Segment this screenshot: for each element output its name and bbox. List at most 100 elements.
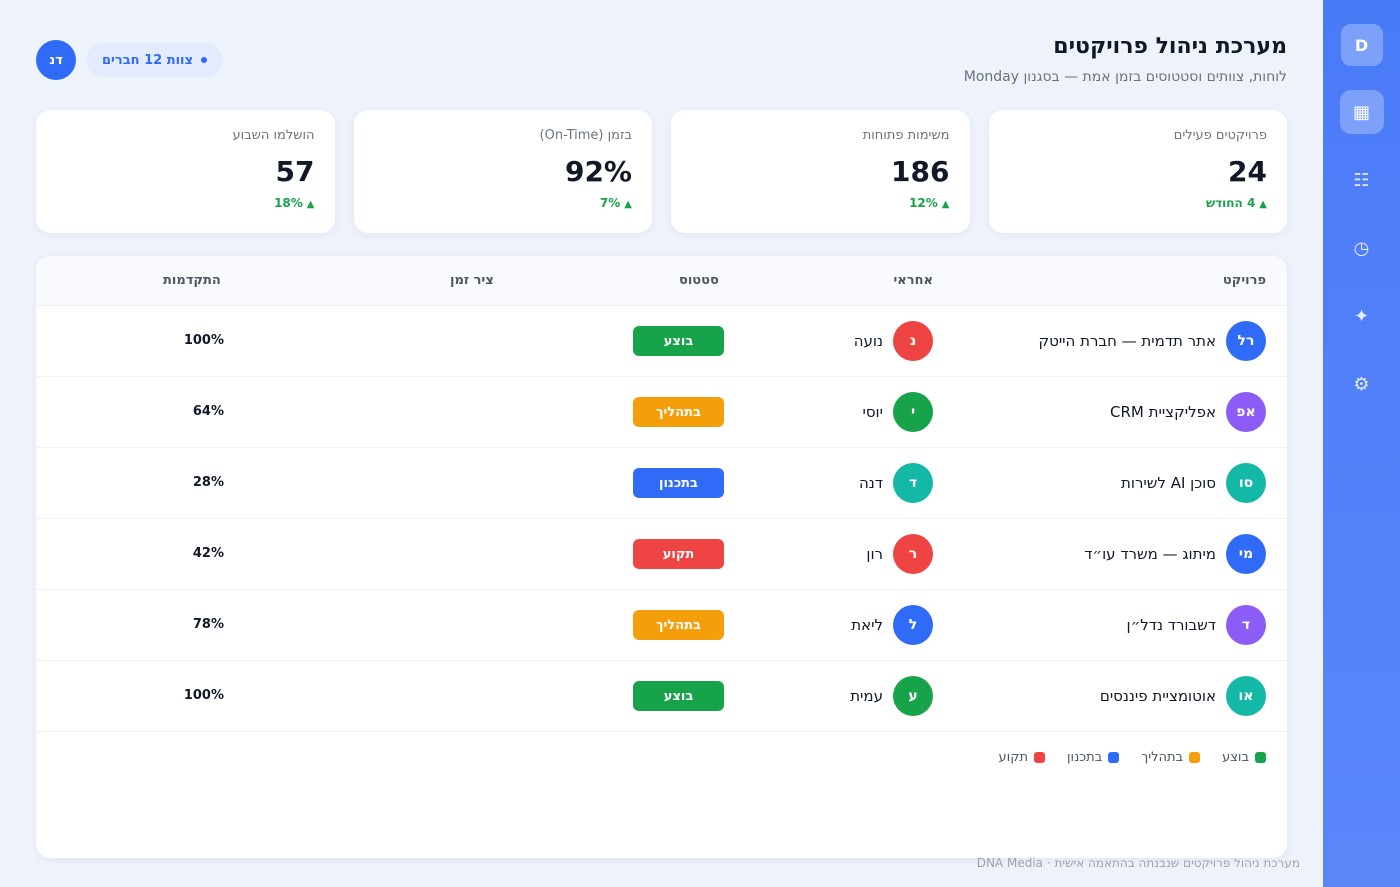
header-actions: דנ צוות 12 חברים (36, 40, 224, 80)
table-row[interactable]: אפ אפליקציית CRM י יוסי בתהליך 64% (36, 377, 1287, 448)
project-name: אוטומציית פיננסים (1099, 687, 1216, 705)
kpi-label: הושלמו השבוע (232, 128, 315, 143)
kpi-value: 24 (1228, 155, 1267, 188)
status-legend: בוצע בתהליך בתכנון תקוע (999, 750, 1266, 765)
title-block: מערכת ניהול פרויקטים לוחות, צוותים וסטטו… (964, 34, 1287, 85)
progress-value: 28% (192, 475, 224, 490)
owner-name: דנה (859, 474, 883, 492)
status-badge[interactable]: תקוע (633, 539, 724, 569)
owner-cell[interactable]: ד דנה (859, 463, 933, 503)
footer-credit: מערכת ניהול פרויקטים שנבנתה בהתאמה אישית… (976, 856, 1300, 870)
team-badge[interactable]: צוות 12 חברים (86, 43, 224, 77)
project-avatar: מי (1226, 534, 1266, 574)
kpi-label: בזמן (On-Time) (539, 128, 632, 143)
legend-swatch (1189, 752, 1201, 763)
col-timeline[interactable]: ציר זמן (450, 273, 494, 288)
col-status[interactable]: סטטוס (679, 273, 719, 288)
project-cell[interactable]: רל אתר תדמית — חברת הייטק (1038, 321, 1266, 361)
table-row[interactable]: רל אתר תדמית — חברת הייטק נ נועה בוצע 10… (36, 306, 1287, 377)
col-owner[interactable]: אחראי (893, 273, 933, 288)
project-cell[interactable]: ד דשבורד נדל״ן (1127, 605, 1266, 645)
kpi-value: 57 (275, 155, 315, 188)
owner-cell[interactable]: ע עמית (850, 676, 933, 716)
progress-value: 78% (192, 617, 224, 632)
legend-label: תקוע (998, 750, 1028, 765)
sidebar-item-list[interactable]: ☷ (1340, 158, 1384, 202)
project-avatar: או (1226, 676, 1266, 716)
table-row[interactable]: סו סוכן AI לשירות ד דנה בתכנון 28% (36, 448, 1287, 519)
timeline-cell[interactable] (276, 326, 516, 356)
project-cell[interactable]: או אוטומציית פיננסים (1100, 676, 1266, 716)
status-badge[interactable]: בתכנון (633, 468, 724, 498)
owner-name: ליאת (851, 616, 883, 634)
owner-avatar: ל (893, 605, 933, 645)
status-badge[interactable]: בוצע (633, 326, 724, 356)
project-cell[interactable]: אפ אפליקציית CRM (1110, 392, 1266, 432)
owner-avatar: נ (893, 321, 933, 361)
progress-value: 42% (192, 546, 224, 561)
sparkle-icon: ✦ (1353, 305, 1370, 327)
team-label: צוות 12 חברים (102, 52, 194, 68)
projects-table: פרויקט אחראי סטטוס ציר זמן התקדמות רל את… (36, 256, 1287, 858)
project-cell[interactable]: סו סוכן AI לשירות (1121, 463, 1266, 503)
project-avatar: אפ (1226, 392, 1266, 432)
clock-icon: ◷ (1353, 237, 1370, 259)
col-progress[interactable]: התקדמות (163, 273, 221, 288)
table-header: פרויקט אחראי סטטוס ציר זמן התקדמות (36, 256, 1287, 306)
owner-avatar: י (893, 392, 933, 432)
timeline-cell[interactable] (276, 681, 516, 711)
kpi-value: 92% (564, 155, 632, 188)
table-row[interactable]: ד דשבורד נדל״ן ל ליאת בתהליך 78% (36, 590, 1287, 661)
kpi-card-completed-week: הושלמו השבוע 57 ▲18% (36, 110, 335, 233)
project-name: סוכן AI לשירות (1121, 474, 1216, 492)
kpi-delta: ▲18% (274, 196, 315, 210)
project-avatar: רל (1226, 321, 1266, 361)
timeline-cell[interactable] (276, 468, 516, 498)
owner-cell[interactable]: ר רון (866, 534, 933, 574)
status-badge[interactable]: בוצע (633, 681, 724, 711)
sidebar-item-clock[interactable]: ◷ (1340, 226, 1384, 270)
list-icon: ☷ (1353, 169, 1370, 191)
status-badge[interactable]: בתהליך (633, 397, 724, 427)
legend-label: בתהליך (1141, 750, 1184, 765)
sidebar-item-grid[interactable]: ▦ (1339, 90, 1384, 134)
kpi-delta: ▲7% (599, 196, 632, 210)
triangle-up-icon: ▲ (624, 199, 632, 210)
owner-avatar: ד (893, 463, 933, 503)
owner-cell[interactable]: ל ליאת (851, 605, 933, 645)
owner-name: נועה (853, 332, 883, 350)
kpi-delta: ▲12% (909, 196, 950, 210)
owner-name: עמית (850, 687, 883, 705)
legend-label: בתכנון (1067, 750, 1103, 765)
table-row[interactable]: או אוטומציית פיננסים ע עמית בוצע 100% (36, 661, 1287, 732)
progress-value: 100% (183, 333, 224, 348)
timeline-cell[interactable] (276, 610, 516, 640)
triangle-up-icon: ▲ (1259, 199, 1267, 210)
legend-item: בתהליך (1141, 750, 1201, 765)
project-cell[interactable]: מי מיתוג — משרד עו״ד (1084, 534, 1266, 574)
kpi-card-active-projects: פרויקטים פעילים 24 ▲4 החודש (988, 110, 1287, 233)
sidebar-item-sparkle[interactable]: ✦ (1340, 294, 1384, 338)
col-project[interactable]: פרויקט (1222, 273, 1266, 288)
table-row[interactable]: מי מיתוג — משרד עו״ד ר רון תקוע 42% (36, 519, 1287, 590)
table-body: רל אתר תדמית — חברת הייטק נ נועה בוצע 10… (36, 306, 1287, 732)
owner-cell[interactable]: י יוסי (862, 392, 933, 432)
sidebar-item-settings[interactable]: ⚙ (1340, 362, 1384, 406)
kpi-label: משימות פתוחות (862, 128, 950, 143)
owner-cell[interactable]: נ נועה (854, 321, 933, 361)
legend-item: בתכנון (1067, 750, 1120, 765)
timeline-cell[interactable] (276, 397, 516, 427)
page-subtitle: לוחות, צוותים וסטטוסים בזמן אמת — בסגנון… (963, 69, 1287, 85)
project-name: אפליקציית CRM (1110, 403, 1216, 421)
project-avatar: סו (1226, 463, 1266, 503)
kpi-delta: ▲4 החודש (1205, 196, 1267, 210)
sidebar: D ▦ ☷ ◷ ✦ ⚙ (1323, 0, 1400, 887)
status-badge[interactable]: בתהליך (633, 610, 724, 640)
progress-value: 100% (183, 688, 224, 703)
legend-label: בוצע (1222, 750, 1249, 765)
avatar[interactable]: דנ (36, 40, 76, 80)
grid-icon: ▦ (1352, 101, 1370, 123)
app-logo[interactable]: D (1340, 24, 1383, 66)
kpi-value: 186 (891, 155, 950, 188)
timeline-cell[interactable] (276, 539, 516, 569)
